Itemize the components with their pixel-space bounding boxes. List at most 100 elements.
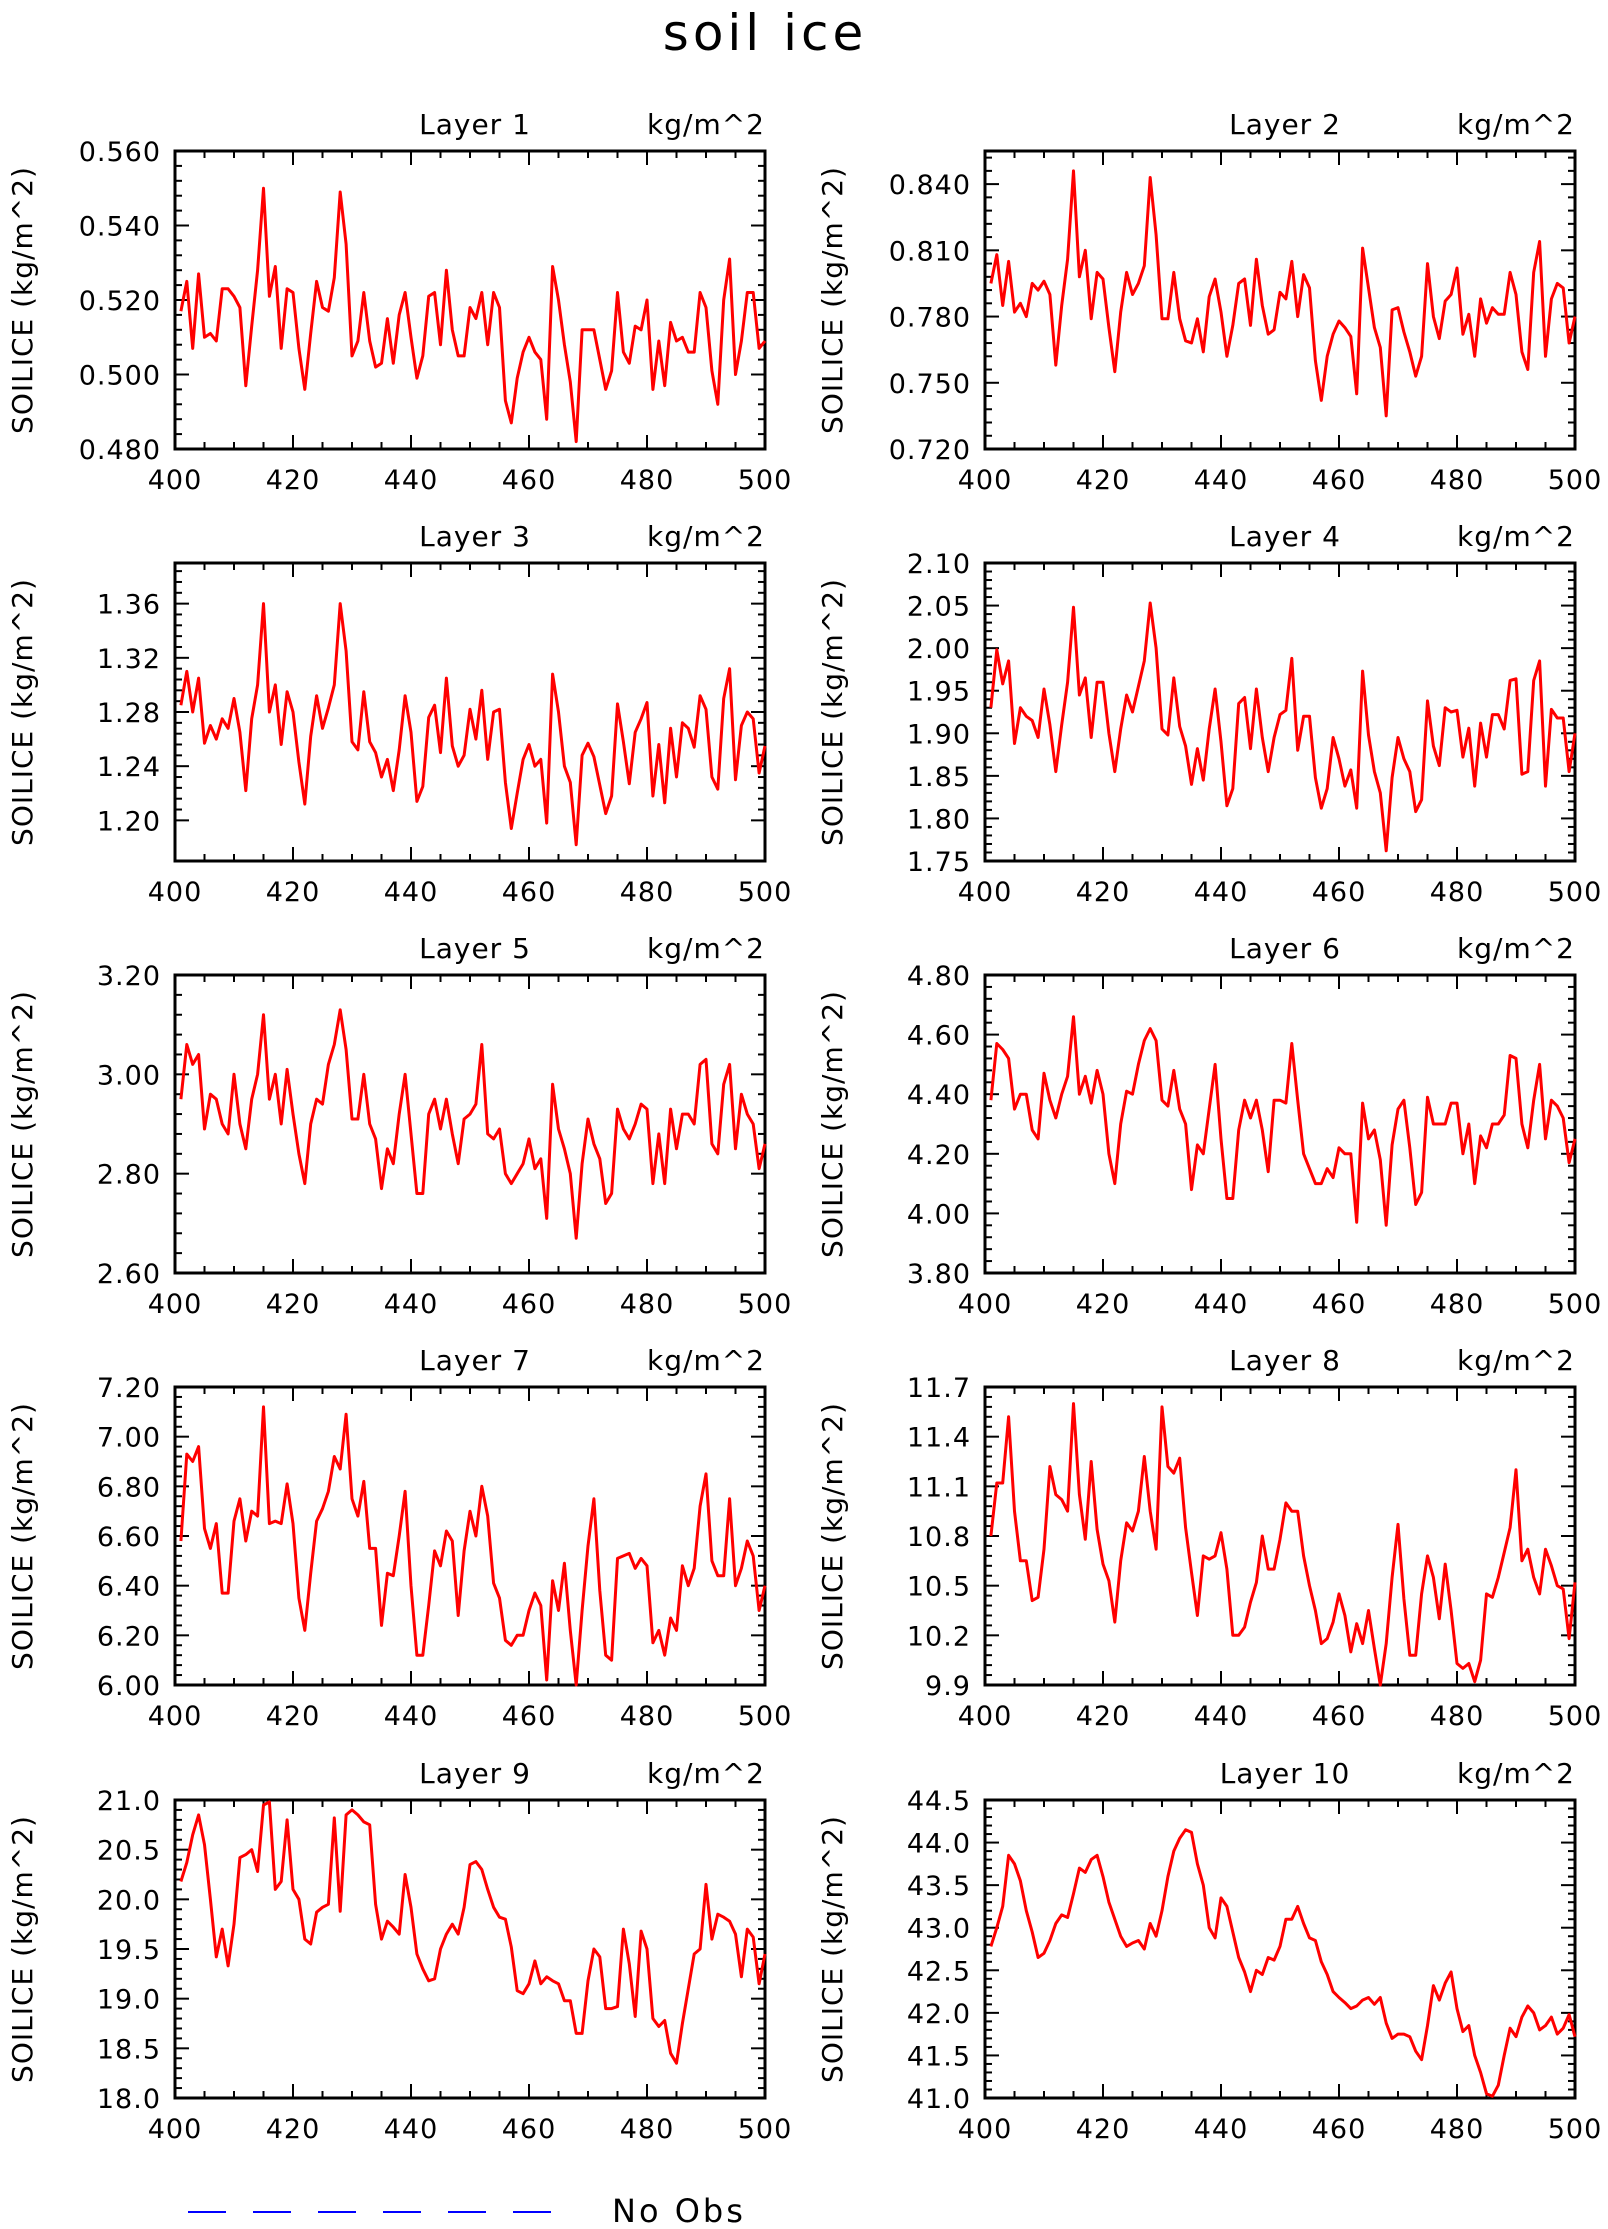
x-tick-label: 400 bbox=[148, 1289, 203, 1320]
y-tick-label: 4.20 bbox=[907, 1140, 971, 1171]
y-tick-label: 41.5 bbox=[907, 2041, 971, 2072]
y-tick-label: 1.85 bbox=[907, 762, 971, 793]
panel-units: kg/m^2 bbox=[647, 108, 765, 141]
x-tick-label: 440 bbox=[384, 1289, 439, 1320]
x-tick-label: 500 bbox=[1548, 877, 1603, 908]
x-tick-label: 420 bbox=[1076, 465, 1131, 496]
x-tick-label: 480 bbox=[620, 877, 675, 908]
y-tick-label: 42.0 bbox=[907, 1999, 971, 2030]
y-tick-label: 2.80 bbox=[97, 1160, 161, 1191]
x-tick-label: 460 bbox=[1312, 1289, 1367, 1320]
series-line-soilice bbox=[179, 1008, 767, 1240]
panel-title: Layer 6 bbox=[1229, 932, 1341, 965]
y-tick-label: 20.0 bbox=[97, 1885, 161, 1916]
x-tick-label: 400 bbox=[958, 2114, 1013, 2145]
x-tick-label: 400 bbox=[148, 2114, 203, 2145]
y-tick-label: 19.5 bbox=[97, 1935, 161, 1966]
y-tick-label: 7.20 bbox=[97, 1373, 161, 1404]
y-tick-label: 4.80 bbox=[907, 961, 971, 992]
y-tick-label: 4.60 bbox=[907, 1021, 971, 1052]
y-tick-label: 3.00 bbox=[97, 1060, 161, 1091]
x-tick-label: 480 bbox=[620, 1289, 675, 1320]
y-tick-label: 1.28 bbox=[97, 698, 161, 729]
panel-units: kg/m^2 bbox=[647, 932, 765, 965]
y-tick-label: 1.80 bbox=[907, 804, 971, 835]
x-tick-label: 420 bbox=[266, 1701, 321, 1732]
y-tick-label: 10.2 bbox=[907, 1621, 971, 1652]
x-tick-label: 400 bbox=[148, 1701, 203, 1732]
y-tick-label: 4.40 bbox=[907, 1080, 971, 1111]
panel-units: kg/m^2 bbox=[647, 1344, 765, 1377]
y-tick-label: 10.8 bbox=[907, 1522, 971, 1553]
y-tick-label: 43.0 bbox=[907, 1914, 971, 1945]
y-axis-label: SOILICE (kg/m^2) bbox=[816, 1815, 849, 2083]
y-tick-label: 41.0 bbox=[907, 2084, 971, 2115]
x-tick-label: 440 bbox=[1194, 2114, 1249, 2145]
x-tick-label: 460 bbox=[502, 1289, 557, 1320]
x-tick-label: 440 bbox=[384, 2114, 439, 2145]
y-tick-label: 0.750 bbox=[889, 369, 971, 400]
y-axis-label: SOILICE (kg/m^2) bbox=[816, 990, 849, 1258]
y-tick-label: 0.780 bbox=[889, 303, 971, 334]
y-tick-label: 0.810 bbox=[889, 236, 971, 267]
x-tick-label: 460 bbox=[502, 1701, 557, 1732]
x-tick-label: 480 bbox=[620, 1701, 675, 1732]
series-line-soilice bbox=[179, 1405, 767, 1687]
panel-title: Layer 9 bbox=[419, 1757, 531, 1790]
x-tick-label: 400 bbox=[148, 877, 203, 908]
legend-label: No Obs bbox=[612, 2192, 746, 2229]
y-tick-label: 1.95 bbox=[907, 677, 971, 708]
x-tick-label: 420 bbox=[1076, 877, 1131, 908]
panel-units: kg/m^2 bbox=[1457, 932, 1575, 965]
y-tick-label: 1.24 bbox=[97, 752, 161, 783]
panel-layer-5: 400 420 440 460 480 500 2.60 2.80 3.00 3.20 Layer … bbox=[6, 932, 791, 1320]
series-line-soilice bbox=[989, 169, 1577, 418]
x-tick-label: 500 bbox=[738, 877, 793, 908]
panel-layer-6: 400 420 440 460 480 500 3.80 4.00 4.20 4.40 4.60 4.… bbox=[816, 932, 1601, 1320]
x-tick-label: 500 bbox=[738, 465, 793, 496]
y-tick-label: 11.7 bbox=[907, 1373, 971, 1404]
y-tick-label: 21.0 bbox=[97, 1786, 161, 1817]
y-tick-label: 4.00 bbox=[907, 1199, 971, 1230]
series-line-soilice bbox=[179, 186, 767, 444]
y-tick-label: 2.00 bbox=[907, 634, 971, 665]
panel-title: Layer 10 bbox=[1220, 1757, 1351, 1790]
legend: No Obs bbox=[188, 2192, 746, 2229]
x-tick-label: 480 bbox=[620, 2114, 675, 2145]
y-tick-label: 18.0 bbox=[97, 2084, 161, 2115]
x-tick-label: 500 bbox=[738, 1701, 793, 1732]
series-line-soilice bbox=[179, 1800, 767, 2065]
x-tick-label: 420 bbox=[1076, 1701, 1131, 1732]
y-tick-label: 0.500 bbox=[79, 361, 161, 392]
x-tick-label: 460 bbox=[502, 465, 557, 496]
y-axis-label: SOILICE (kg/m^2) bbox=[6, 1815, 39, 2083]
x-tick-label: 480 bbox=[1430, 1289, 1485, 1320]
y-tick-label: 11.4 bbox=[907, 1423, 971, 1454]
x-tick-label: 420 bbox=[266, 1289, 321, 1320]
x-tick-label: 460 bbox=[502, 877, 557, 908]
x-tick-label: 440 bbox=[1194, 1289, 1249, 1320]
y-tick-label: 1.20 bbox=[97, 806, 161, 837]
y-axis-label: SOILICE (kg/m^2) bbox=[6, 578, 39, 846]
panel-title: Layer 2 bbox=[1229, 108, 1341, 141]
x-tick-label: 500 bbox=[1548, 465, 1603, 496]
y-tick-label: 0.480 bbox=[79, 435, 161, 466]
x-tick-label: 400 bbox=[958, 1701, 1013, 1732]
y-tick-label: 43.5 bbox=[907, 1871, 971, 1902]
y-tick-label: 0.720 bbox=[889, 435, 971, 466]
x-tick-label: 440 bbox=[384, 1701, 439, 1732]
y-tick-label: 6.00 bbox=[97, 1671, 161, 1702]
x-tick-label: 400 bbox=[958, 465, 1013, 496]
y-tick-label: 0.560 bbox=[79, 137, 161, 168]
x-tick-label: 480 bbox=[620, 465, 675, 496]
panel-units: kg/m^2 bbox=[647, 1757, 765, 1790]
panel-units: kg/m^2 bbox=[1457, 1344, 1575, 1377]
y-axis-label: SOILICE (kg/m^2) bbox=[816, 166, 849, 434]
y-tick-label: 3.20 bbox=[97, 961, 161, 992]
x-tick-label: 420 bbox=[266, 877, 321, 908]
panel-layer-9: 400 420 440 460 480 500 18.0 18.5 19.0 19.5 20.0 20… bbox=[6, 1757, 791, 2145]
y-tick-label: 6.60 bbox=[97, 1522, 161, 1553]
x-tick-label: 440 bbox=[384, 465, 439, 496]
series-line-soilice bbox=[179, 602, 767, 847]
y-tick-label: 6.40 bbox=[97, 1572, 161, 1603]
